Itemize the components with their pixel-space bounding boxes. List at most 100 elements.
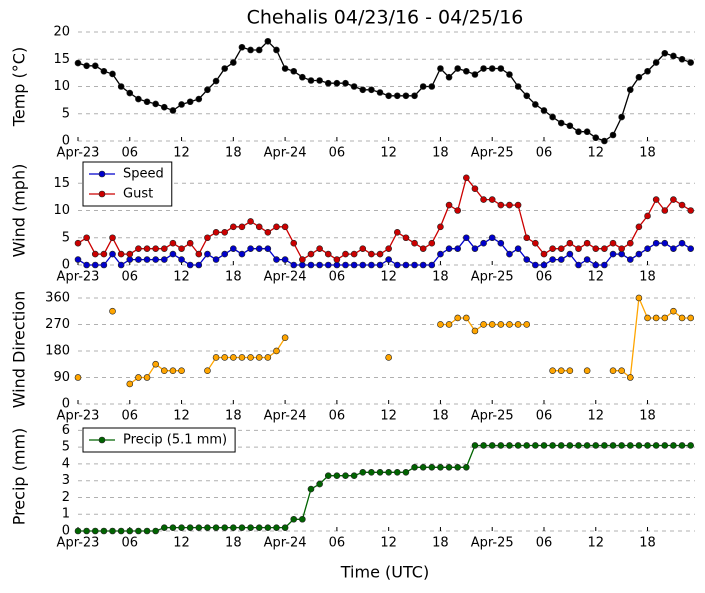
data-point xyxy=(160,103,168,111)
data-point xyxy=(195,95,203,103)
data-point xyxy=(299,73,306,81)
data-point xyxy=(359,86,367,94)
data-point xyxy=(195,261,203,269)
x-tick-label: Apr-25 xyxy=(471,270,514,285)
series-line xyxy=(77,40,691,142)
data-point xyxy=(557,256,565,263)
data-point xyxy=(83,527,90,535)
data-point xyxy=(644,314,651,322)
data-point xyxy=(212,256,220,263)
x-axis-label: Time (UTC) xyxy=(340,563,429,582)
x-tick-label: 06 xyxy=(536,409,553,424)
data-point xyxy=(463,463,470,471)
data-point xyxy=(566,442,574,449)
x-tick-label: Apr-25 xyxy=(471,536,514,551)
legend-label: Precip (5.1 mm) xyxy=(123,433,227,448)
data-point xyxy=(324,472,332,479)
data-point xyxy=(264,524,272,531)
data-point xyxy=(463,314,470,322)
x-tick-label: 06 xyxy=(329,536,346,551)
data-point xyxy=(264,245,272,252)
data-point xyxy=(488,196,496,203)
data-point xyxy=(471,327,479,335)
data-point xyxy=(178,256,185,263)
data-point xyxy=(359,245,367,252)
data-point xyxy=(454,207,461,214)
x-tick-label: Apr-24 xyxy=(264,146,307,161)
data-point xyxy=(359,469,367,476)
data-point xyxy=(652,314,660,322)
x-tick-label: 12 xyxy=(173,270,190,285)
data-point xyxy=(368,86,375,94)
data-point xyxy=(601,137,608,145)
data-point xyxy=(549,256,556,263)
data-point xyxy=(445,463,453,471)
data-point xyxy=(488,442,496,449)
data-point xyxy=(437,463,444,471)
y-axis-label: Precip (mm) xyxy=(10,428,29,526)
data-point xyxy=(532,261,539,269)
data-point xyxy=(411,463,418,471)
data-point xyxy=(644,212,651,220)
data-point xyxy=(385,256,392,263)
data-point xyxy=(532,239,539,247)
x-tick-label: 18 xyxy=(432,270,449,285)
data-point xyxy=(126,250,134,258)
data-point xyxy=(635,294,643,302)
data-point xyxy=(419,83,427,90)
data-point xyxy=(583,367,591,375)
data-point xyxy=(480,321,487,328)
data-point xyxy=(549,245,556,252)
x-tick-label: 12 xyxy=(380,409,397,424)
data-point xyxy=(238,43,246,51)
data-point xyxy=(109,70,116,78)
data-point xyxy=(247,524,254,531)
data-point xyxy=(324,250,332,258)
data-point xyxy=(178,524,185,531)
data-point xyxy=(652,59,660,66)
data-point xyxy=(454,314,461,322)
data-point xyxy=(143,374,151,381)
data-point xyxy=(212,354,220,361)
data-point xyxy=(152,256,159,263)
data-point xyxy=(221,65,228,72)
data-point xyxy=(601,245,608,252)
data-point xyxy=(74,59,82,67)
data-point xyxy=(592,261,600,269)
data-point xyxy=(350,83,358,90)
data-point xyxy=(506,201,513,209)
data-point xyxy=(152,360,159,368)
data-point xyxy=(393,229,401,236)
data-point xyxy=(152,245,159,252)
x-tick-label: 18 xyxy=(432,409,449,424)
y-tick-label: 15 xyxy=(53,52,70,67)
data-point xyxy=(540,442,548,449)
data-point xyxy=(74,256,82,263)
data-point xyxy=(402,234,410,242)
data-point xyxy=(670,307,677,315)
data-point xyxy=(411,92,418,100)
data-point xyxy=(480,65,487,72)
x-tick-label: 18 xyxy=(432,536,449,551)
data-point xyxy=(488,65,496,72)
data-point xyxy=(652,196,660,203)
y-tick-label: 0 xyxy=(62,258,70,273)
data-point xyxy=(514,442,522,449)
data-point xyxy=(230,524,237,531)
data-point xyxy=(212,77,220,85)
data-point xyxy=(160,256,168,263)
data-point xyxy=(342,79,349,87)
data-point xyxy=(91,261,99,269)
x-tick-label: Apr-24 xyxy=(264,270,307,285)
data-point xyxy=(428,83,436,90)
data-point xyxy=(488,234,496,242)
data-point xyxy=(626,374,634,381)
y-tick-label: 5 xyxy=(62,230,70,245)
data-point xyxy=(143,98,151,106)
data-point xyxy=(290,239,298,247)
data-point xyxy=(411,239,418,247)
data-point xyxy=(74,239,82,247)
data-point xyxy=(445,245,453,252)
data-point xyxy=(109,307,116,315)
